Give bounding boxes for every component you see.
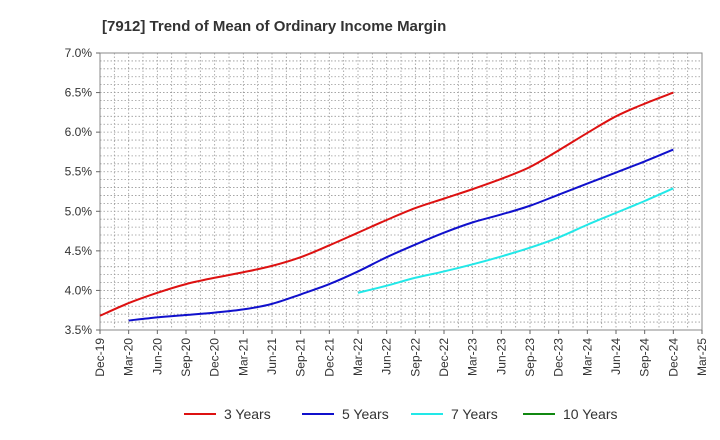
series-line-7-years [357, 187, 674, 294]
x-tick-label: Mar-25 [695, 338, 709, 376]
x-tick-label: Mar-22 [351, 338, 365, 376]
series-line-5-years [128, 148, 674, 322]
y-tick-label: 7.0% [65, 46, 93, 60]
plot-area [99, 52, 703, 331]
legend-label: 3 Years [224, 406, 271, 422]
legend-label: 7 Years [451, 406, 498, 422]
legend-label: 10 Years [563, 406, 618, 422]
series [99, 91, 674, 322]
x-tick-label: Dec-21 [322, 338, 336, 377]
x-tick-label: Mar-21 [236, 338, 250, 376]
legend: 3 Years 5 Years 7 Years 10 Years [184, 406, 618, 422]
x-tick-label: Jun-20 [150, 338, 164, 375]
legend-label: 5 Years [342, 406, 389, 422]
x-tick-label: Mar-23 [466, 338, 480, 376]
x-axis: Dec-19 Mar-20 Jun-20 Sep-20 Dec-20 Mar-21 Jun-… [93, 330, 709, 377]
y-tick-label: 4.0% [65, 283, 93, 297]
y-tick-label: 4.5% [65, 244, 93, 258]
x-tick-label: Jun-22 [380, 338, 394, 375]
grid [100, 53, 702, 330]
y-axis: 3.5% 4.0% 4.5% 5.0% 5.5% 6.0% 6.5% 7.0% [65, 46, 100, 337]
x-tick-label: Dec-22 [437, 338, 451, 377]
y-tick-label: 5.5% [65, 165, 93, 179]
x-tick-label: Dec-24 [666, 338, 680, 377]
x-tick-label: Jun-24 [609, 338, 623, 375]
x-tick-label: Mar-24 [580, 338, 594, 376]
x-tick-label: Dec-20 [208, 338, 222, 377]
x-tick-label: Dec-19 [93, 338, 107, 377]
x-tick-label: Jun-21 [265, 338, 279, 375]
x-tick-label: Sep-22 [408, 338, 422, 377]
x-tick-label: Jun-23 [494, 338, 508, 375]
y-tick-label: 6.5% [65, 86, 93, 100]
x-tick-label: Mar-20 [122, 338, 136, 376]
y-tick-label: 3.5% [65, 323, 93, 337]
x-tick-label: Sep-23 [523, 338, 537, 377]
x-tick-label: Sep-21 [294, 338, 308, 377]
x-tick-label: Dec-23 [552, 338, 566, 377]
x-tick-label: Sep-20 [179, 338, 193, 377]
x-tick-label: Sep-24 [638, 338, 652, 377]
y-tick-label: 6.0% [65, 125, 93, 139]
y-tick-label: 5.0% [65, 204, 93, 218]
chart-title: [7912] Trend of Mean of Ordinary Income … [102, 18, 446, 35]
series-line-3-years [99, 91, 674, 317]
